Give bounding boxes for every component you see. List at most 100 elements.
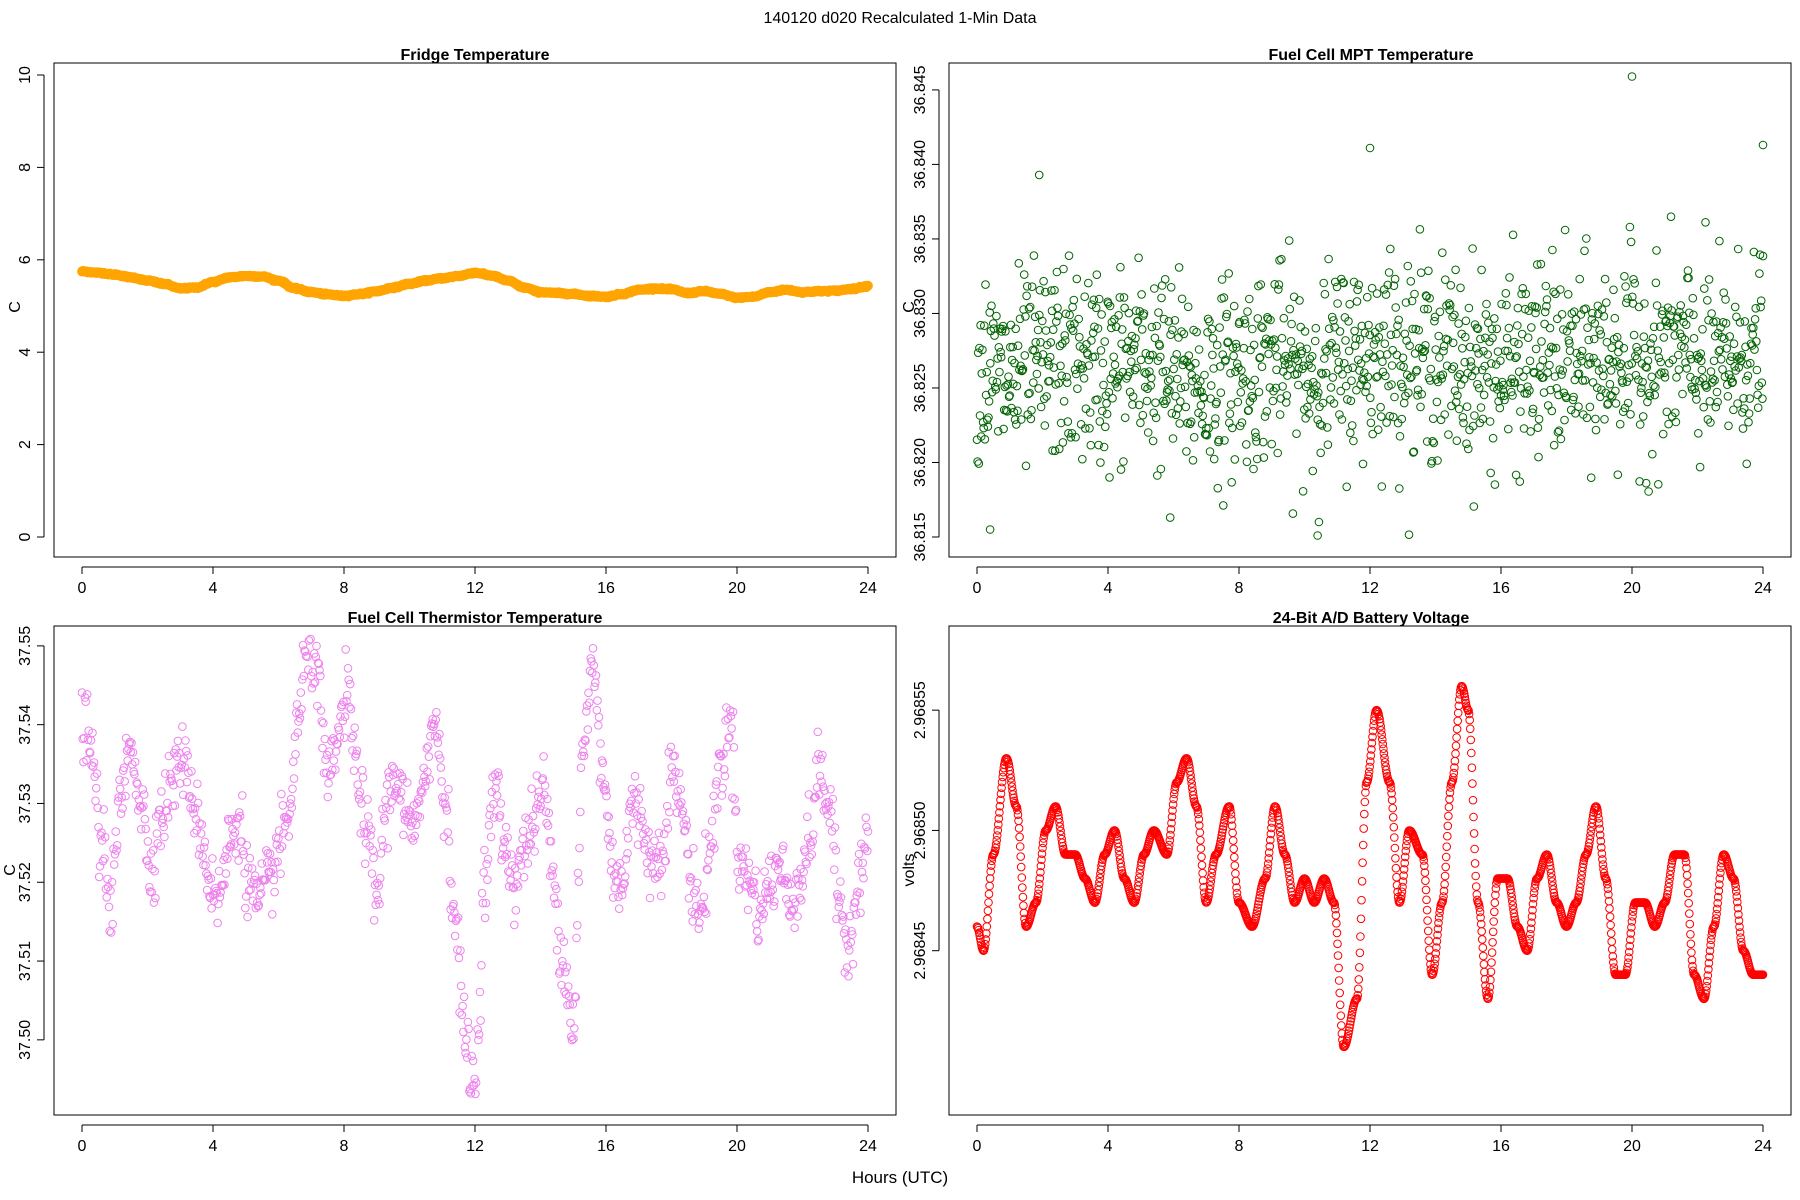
data-point [1229,844,1238,854]
data-point [1638,412,1648,421]
data-point [483,875,492,885]
data-point [511,906,521,915]
data-point [1700,284,1709,293]
data-point [835,897,844,907]
data-point [552,945,562,955]
data-point [1016,862,1026,872]
x-tick-label: 24 [1754,1138,1772,1155]
data-point [1744,417,1753,427]
data-point [1421,885,1431,895]
data-point [1165,375,1175,384]
data-point [257,859,267,868]
data-point [1041,326,1051,335]
data-point [1390,833,1399,842]
data-point [656,891,666,901]
figure-xlabel: Hours (UTC) [852,1168,948,1187]
data-point [345,679,355,689]
data-point [423,742,433,751]
data-point [1134,253,1143,263]
data-point [1469,812,1478,822]
data-point [576,807,585,817]
data-point [510,920,519,930]
data-point [1288,509,1298,518]
y-tick-label: 37.50 [17,1020,34,1060]
data-point [863,827,873,836]
x-tick-label: 4 [209,1138,218,1155]
data-point [456,981,466,991]
data-point [1278,382,1287,391]
data-point [1551,289,1560,299]
x-tick-label: 8 [1235,1138,1244,1155]
data-point [1243,307,1252,316]
data-point [1282,391,1292,400]
data-point [1174,333,1183,342]
data-point [994,343,1004,352]
data-point [1119,457,1128,466]
data-point [992,377,1002,387]
data-point [321,755,330,765]
data-point [1626,410,1635,419]
data-point [240,868,249,878]
data-point [1324,254,1333,264]
data-point [1416,268,1426,278]
data-point [141,824,150,834]
data-point [981,280,990,289]
data-point [1391,863,1401,873]
data-point [289,774,299,783]
x-tick-label: 4 [1104,1138,1113,1155]
data-point [1543,368,1552,378]
data-point [1482,373,1492,382]
data-point [1302,344,1312,354]
data-point [1553,314,1562,324]
data-point [1032,369,1042,379]
data-point [1434,331,1443,341]
data-point [1658,429,1668,439]
data-point [1424,936,1433,946]
data-point [1096,458,1105,467]
y-tick-label: 36.825 [912,363,929,412]
data-point-outlier [1165,513,1175,522]
data-point [1231,869,1240,878]
data-point [1094,294,1104,304]
data-point [1015,832,1024,842]
data-point [1357,877,1367,886]
x-tick-label: 0 [973,580,982,597]
data-point [1605,379,1615,389]
data-point [1168,434,1178,443]
data-point [1488,433,1498,443]
data-point [1249,340,1259,350]
data-point [977,369,987,378]
data-point [250,871,260,881]
y-tick-label: 36.815 [912,512,929,561]
data-point [1651,382,1660,392]
data-point [1345,299,1354,309]
data-point [1525,356,1535,366]
data-point [1144,355,1154,365]
data-point [1738,424,1748,433]
data-point [1423,916,1432,925]
data-point [593,696,602,705]
y-tick-label: 37.55 [17,626,34,666]
data-point [836,877,845,886]
data-point [1340,359,1349,368]
data-point [1706,367,1716,376]
data-point [1355,366,1364,375]
data-point [432,707,441,717]
data-point [1545,360,1554,370]
data-point [1652,246,1661,255]
data-point [1582,234,1591,243]
data-point [1381,290,1391,299]
data-point [1432,397,1442,407]
data-point [173,736,183,746]
data-point [1156,464,1166,474]
data-point [1442,842,1451,852]
data-point [659,829,669,839]
data-point [324,778,333,788]
data-point [1233,397,1243,407]
ylabel-fridge: C [7,301,24,313]
data-point [150,866,159,876]
data-point [1319,278,1328,288]
data-point [1373,425,1383,435]
data-point [1377,482,1387,491]
